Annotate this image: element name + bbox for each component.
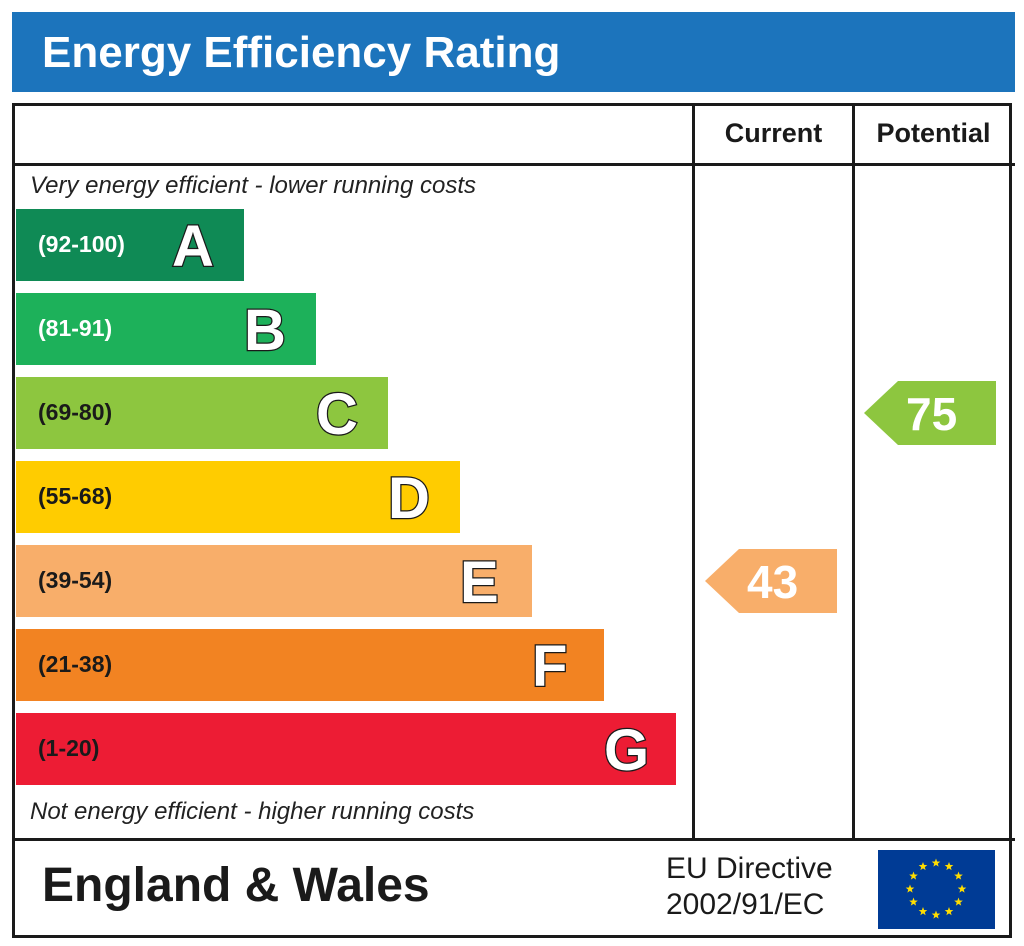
eu-star-icon xyxy=(918,907,928,916)
rating-frame xyxy=(12,103,1012,938)
band-c: (69-80) C xyxy=(16,377,388,449)
region-label: England & Wales xyxy=(42,859,430,912)
band-e: (39-54) E xyxy=(16,545,532,617)
band-letter-c: C xyxy=(315,381,359,449)
band-d: (55-68) D xyxy=(16,461,460,533)
column-divider-potential xyxy=(852,103,855,839)
eu-star-icon xyxy=(931,910,941,919)
chart-title: Energy Efficiency Rating xyxy=(42,28,561,77)
top-note: Very energy efficient - lower running co… xyxy=(30,172,476,199)
band-range-a: (92-100) xyxy=(38,231,125,257)
eu-flag-icon xyxy=(878,850,995,929)
header-bar: Energy Efficiency Rating xyxy=(12,12,1015,92)
eu-star-icon xyxy=(944,907,954,916)
eu-star-icon xyxy=(957,884,967,893)
band-range-b: (81-91) xyxy=(38,315,113,341)
band-range-d: (55-68) xyxy=(38,483,113,509)
band-letter-a: A xyxy=(171,213,215,281)
eu-star-icon xyxy=(944,862,954,871)
eu-star-icon xyxy=(909,897,918,906)
band-range-g: (1-20) xyxy=(38,735,100,761)
header-row-divider xyxy=(12,163,1015,166)
column-header-current: Current xyxy=(724,118,823,148)
directive-line-1: EU Directive xyxy=(666,852,833,885)
band-g: (1-20) G xyxy=(16,713,676,785)
column-divider-current xyxy=(692,103,695,839)
band-a: (92-100) A xyxy=(16,209,244,281)
potential-rating-value: 75 xyxy=(906,388,958,440)
band-letter-b: B xyxy=(243,297,287,365)
eu-directive: EU Directive 2002/91/EC xyxy=(666,851,833,923)
eu-star-icon xyxy=(954,871,963,880)
eu-star-icon xyxy=(905,884,915,893)
band-letter-f: F xyxy=(531,633,569,701)
bottom-note: Not energy efficient - higher running co… xyxy=(30,798,475,825)
eu-star-icon xyxy=(954,897,963,906)
directive-line-2: 2002/91/EC xyxy=(666,888,825,921)
eu-star-icon xyxy=(918,862,928,871)
band-f: (21-38) F xyxy=(16,629,604,701)
band-range-f: (21-38) xyxy=(38,651,113,677)
band-letter-d: D xyxy=(387,465,431,533)
band-range-e: (39-54) xyxy=(38,567,113,593)
column-header-potential: Potential xyxy=(876,118,991,148)
band-b: (81-91) B xyxy=(16,293,316,365)
band-letter-e: E xyxy=(459,549,500,617)
band-letter-g: G xyxy=(603,717,651,785)
eu-star-icon xyxy=(931,858,941,867)
current-rating-value: 43 xyxy=(747,556,799,608)
footer-divider xyxy=(12,838,1015,841)
eu-star-icon xyxy=(909,871,918,880)
band-range-c: (69-80) xyxy=(38,399,113,425)
